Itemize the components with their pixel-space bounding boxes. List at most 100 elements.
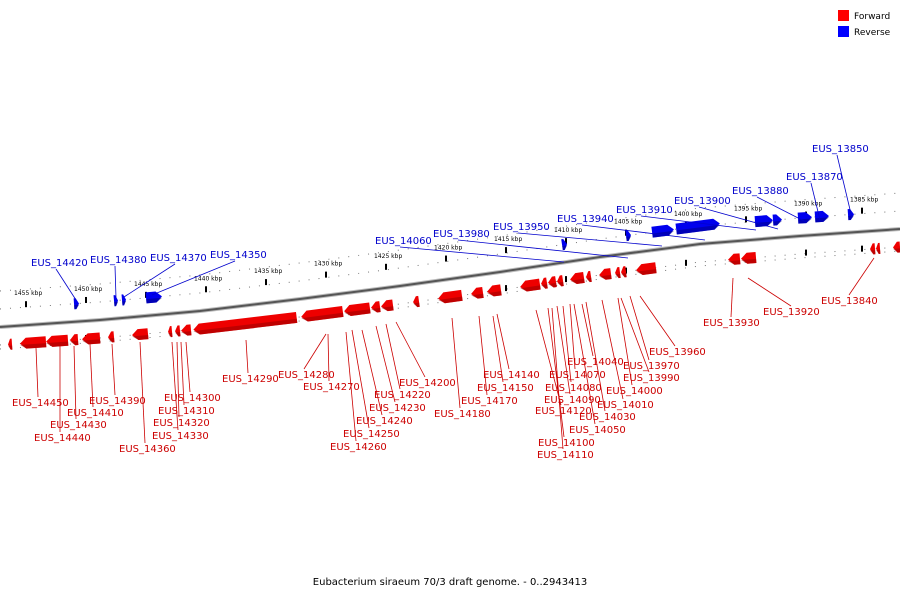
forward-gene-arrow (876, 242, 881, 254)
leader-line (245, 339, 249, 374)
leader-line (123, 263, 176, 298)
leader-line (478, 315, 488, 396)
tick-label: 1445 kbp (134, 281, 162, 288)
legend-label-reverse: Reverse (854, 28, 891, 38)
forward-gene-arrow (181, 324, 192, 336)
gene-label-eus_14170: EUS_14170 (461, 396, 518, 407)
tick-label: 1385 kbp (850, 197, 878, 204)
gene-features (8, 208, 900, 350)
gene-label-eus_13870: EUS_13870 (786, 172, 843, 183)
tick-label: 1430 kbp (314, 261, 342, 268)
forward-gene-arrow (615, 266, 621, 279)
leader-line (573, 303, 596, 425)
gene-label-eus_13970: EUS_13970 (623, 361, 680, 372)
gene-label-eus_13960: EUS_13960 (649, 347, 706, 358)
genome-backbone (0, 227, 900, 329)
leader-line (581, 224, 706, 241)
gene-label-eus_14070: EUS_14070 (549, 370, 606, 381)
gene-label-eus_14230: EUS_14230 (369, 403, 426, 414)
gene-label-eus_14050: EUS_14050 (569, 425, 626, 436)
gene-label-eus_13980: EUS_13980 (433, 229, 490, 240)
forward-gene-arrow (471, 286, 484, 299)
leader-line (73, 345, 77, 420)
forward-gene-arrow (557, 275, 564, 287)
gene-label-eus_13940: EUS_13940 (557, 214, 614, 225)
leader-line (585, 301, 606, 412)
gene-label-eus_14110: EUS_14110 (537, 450, 594, 461)
reverse-gene-arrow (145, 291, 163, 304)
reverse-gene-arrow (625, 229, 632, 242)
leader-line (185, 341, 191, 393)
leader-line (496, 313, 510, 370)
leader-line (698, 206, 779, 230)
tick-label: 1400 kbp (674, 211, 702, 218)
leader-line (617, 297, 633, 386)
leader-line (176, 341, 180, 418)
leader-line (385, 323, 401, 390)
forward-gene-arrow (108, 331, 115, 343)
reverse-gene-arrow (73, 298, 80, 310)
legend-swatch-reverse (838, 26, 849, 37)
reverse-gene-arrow (113, 295, 119, 307)
tick-label: 1395 kbp (734, 205, 762, 212)
forward-gene-arrow (586, 270, 592, 283)
gene-label-eus_13850: EUS_13850 (812, 144, 869, 155)
forward-gene-arrow (46, 334, 69, 347)
track-guide-line (0, 246, 900, 346)
track-guide-line (0, 250, 900, 350)
gene-label-eus_13900: EUS_13900 (674, 196, 731, 207)
tick-label: 1415 kbp (494, 236, 522, 243)
kbp-ticks: 1455 kbp 1450 kbp 1445 kbp 1440 kbp 1435 kbp… (14, 197, 878, 346)
forward-gene-arrow (741, 252, 757, 264)
tick-label: 1455 kbp (14, 290, 42, 297)
leader-line (836, 154, 853, 219)
forward-gene-arrow (344, 302, 371, 316)
leader-line (562, 305, 572, 383)
forward-gene-arrow (168, 326, 173, 338)
forward-gene-arrow (621, 266, 627, 278)
forward-gene-arrow (487, 284, 502, 297)
leader-line (620, 297, 650, 373)
leader-line (639, 295, 676, 347)
forward-gene-arrow (132, 328, 149, 341)
gene-label-eus_14250: EUS_14250 (343, 429, 400, 440)
gene-label-eus_13910: EUS_13910 (616, 205, 673, 216)
reverse-gene-arrow (561, 238, 568, 251)
tick-label: 1390 kbp (794, 201, 822, 208)
gene-label-eus_13880: EUS_13880 (732, 186, 789, 197)
gene-label-eus_14320: EUS_14320 (153, 418, 210, 429)
gene-label-eus_14140: EUS_14140 (483, 370, 540, 381)
leader-line (375, 325, 396, 403)
leader-line (535, 309, 562, 406)
gene-label-eus_14240: EUS_14240 (356, 416, 413, 427)
tick-label: 1440 kbp (194, 275, 222, 282)
gene-label-eus_14430: EUS_14430 (50, 420, 107, 431)
leader-line (111, 343, 116, 396)
gene-label-eus_14410: EUS_14410 (67, 408, 124, 419)
forward-gene-arrow (438, 289, 463, 304)
forward-gene-arrow (548, 276, 557, 288)
leader-line (551, 307, 564, 450)
leader-line (756, 196, 807, 223)
reverse-gene-arrow (121, 294, 127, 306)
gene-label-eus_14080: EUS_14080 (545, 383, 602, 394)
reverse-gene-arrow (675, 218, 720, 235)
forward-gene-arrow (381, 299, 394, 312)
leader-line (114, 265, 117, 299)
leader-line (629, 295, 650, 361)
leader-line (848, 257, 875, 296)
gene-label-eus_13930: EUS_13930 (703, 318, 760, 329)
gene-label-eus_14060: EUS_14060 (375, 236, 432, 247)
gene-label-eus_14030: EUS_14030 (579, 412, 636, 423)
forward-gene-arrow (371, 301, 381, 313)
forward-gene-arrow (870, 243, 876, 255)
tick-label: 1410 kbp (554, 227, 582, 234)
leader-line (35, 347, 39, 398)
gene-label-eus_13990: EUS_13990 (623, 373, 680, 384)
forward-gene-arrow (193, 311, 298, 335)
gene-label-eus_14040: EUS_14040 (567, 357, 624, 368)
gene-label-eus_14150: EUS_14150 (477, 383, 534, 394)
tick-label: 1435 kbp (254, 268, 282, 275)
forward-gene-arrow (70, 334, 79, 346)
